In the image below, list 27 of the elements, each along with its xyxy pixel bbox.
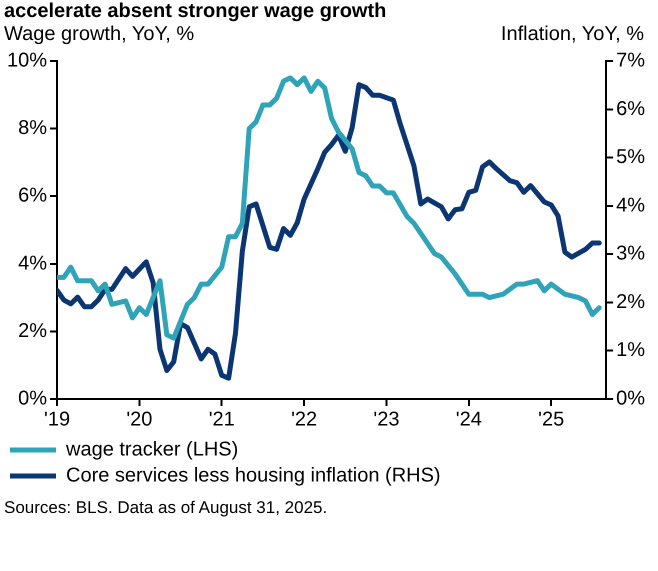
y-axis-title: Wage growth, YoY, % [4,22,194,46]
x-tick-label: '23 [373,408,400,431]
y2-tick-label: 1% [616,339,646,362]
x-tick-label: '19 [44,408,70,431]
y-tick-label: 8% [18,117,48,140]
y-tick-label: 4% [18,252,48,274]
y-tick-label: 2% [18,320,48,342]
y2-axis-title: Inflation, YoY, % [500,22,644,46]
y2-tick-label: 3% [616,242,646,265]
source-note: Sources: BLS. Data as of August 31, 2025. [4,498,328,518]
y2-tick-label: 6% [616,98,646,120]
x-tick-label: '24 [456,408,482,431]
y2-tick-label: 4% [616,194,646,216]
legend-label: Core services less housing inflation (RHS) [66,464,441,487]
y-tick-label: 0% [18,388,48,410]
y-tick-label: 6% [18,184,48,207]
y2-tick-label: 5% [616,146,646,168]
y2-tick-label: 0% [616,388,646,410]
x-tick-label: '21 [208,408,235,431]
x-tick-label: '25 [538,408,564,431]
y-tick-label: 10% [7,50,48,72]
x-tick-label: '20 [126,408,152,431]
legend-label: wage tracker (LHS) [65,438,238,461]
chart-title: accelerate absent stronger wage growth [4,0,388,22]
y2-tick-label: 2% [616,290,646,313]
y2-tick-label: 7% [616,50,646,72]
x-tick-label: '22 [291,408,318,431]
